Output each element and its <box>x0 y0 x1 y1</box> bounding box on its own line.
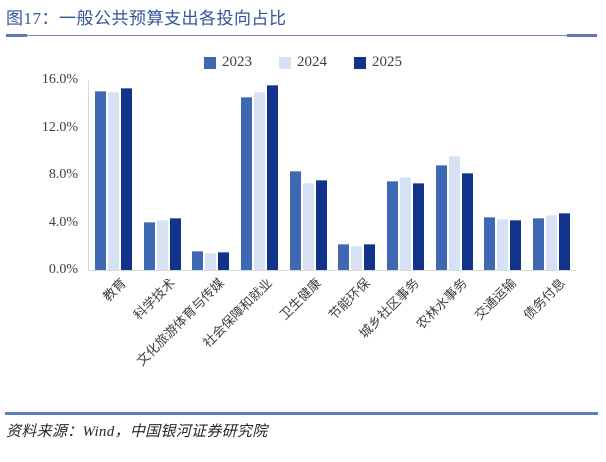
bar-2024-交通运输 <box>497 219 509 270</box>
bar-2025-社会保障和就业 <box>266 85 278 270</box>
bar-2023-科学技术 <box>143 222 155 270</box>
bar-group-7 <box>386 80 424 270</box>
bar-2025-交通运输 <box>510 220 522 270</box>
bar-2025-节能环保 <box>364 244 376 270</box>
bar-2024-卫生健康 <box>302 183 314 270</box>
bar-2025-农林水事务 <box>461 173 473 270</box>
bar-group-10 <box>533 80 571 270</box>
y-tick-label: 4.0% <box>48 214 78 230</box>
bar-2025-教育 <box>120 88 132 270</box>
bar-group-6 <box>338 80 376 270</box>
bar-2023-城乡社区事务 <box>386 181 398 270</box>
legend-label: 2024 <box>297 54 327 70</box>
bar-2024-节能环保 <box>351 246 363 270</box>
footer-divider <box>5 412 598 415</box>
y-tick-label: 0.0% <box>48 262 78 277</box>
legend-item-2024: 2024 <box>279 55 327 70</box>
bar-group-9 <box>484 80 522 270</box>
bar-2023-交通运输 <box>484 217 496 270</box>
bar-2023-教育 <box>94 91 106 270</box>
title-divider-right-cap <box>567 34 597 37</box>
bar-2025-科学技术 <box>169 218 181 270</box>
figure-title: 图17：一般公共预算支出各投向占比 <box>6 9 287 28</box>
y-tick-label: 8.0% <box>48 167 78 182</box>
legend-item-2023: 2023 <box>204 55 252 70</box>
bar-2024-债务付息 <box>546 215 558 270</box>
legend-swatch-2025 <box>354 56 366 69</box>
bar-group-5 <box>289 80 327 270</box>
title-divider <box>6 34 597 37</box>
bar-2025-城乡社区事务 <box>412 183 424 270</box>
bar-2024-社会保障和就业 <box>253 92 265 270</box>
x-axis-label-1: 教育 <box>100 275 130 305</box>
bar-2024-城乡社区事务 <box>399 177 411 270</box>
bar-2024-文化旅游体育与传媒 <box>205 253 217 270</box>
bar-2025-卫生健康 <box>315 180 327 270</box>
bar-group-8 <box>435 80 473 270</box>
bar-group-1 <box>94 80 132 270</box>
bar-2024-教育 <box>107 92 119 270</box>
bar-group-2 <box>143 80 181 270</box>
bar-group-4 <box>240 80 278 270</box>
legend-label: 2025 <box>372 54 402 70</box>
legend-swatch-2024 <box>279 56 291 69</box>
bar-2023-农林水事务 <box>435 165 447 270</box>
legend-item-2025: 2025 <box>354 55 402 70</box>
bar-2023-卫生健康 <box>289 171 301 270</box>
bar-2024-科学技术 <box>156 220 168 270</box>
y-tick-label: 16.0% <box>41 72 78 87</box>
source-note: 资料来源：Wind，中国银河证券研究院 <box>6 424 268 440</box>
y-tick-label: 12.0% <box>41 119 78 135</box>
bar-2025-债务付息 <box>559 213 571 270</box>
bar-2025-文化旅游体育与传媒 <box>218 252 230 270</box>
bar-2023-社会保障和就业 <box>240 97 252 270</box>
plot-area <box>88 80 576 271</box>
bar-2023-文化旅游体育与传媒 <box>192 251 204 270</box>
bar-2024-农林水事务 <box>448 156 460 270</box>
legend-label: 2023 <box>222 54 252 70</box>
bar-group-3 <box>192 80 230 270</box>
bar-2023-债务付息 <box>533 218 545 270</box>
legend-swatch-2023 <box>204 56 216 69</box>
bar-2023-节能环保 <box>338 244 350 270</box>
chart-legend: 2023 2024 2025 <box>0 55 606 70</box>
title-divider-left-cap <box>6 34 27 37</box>
